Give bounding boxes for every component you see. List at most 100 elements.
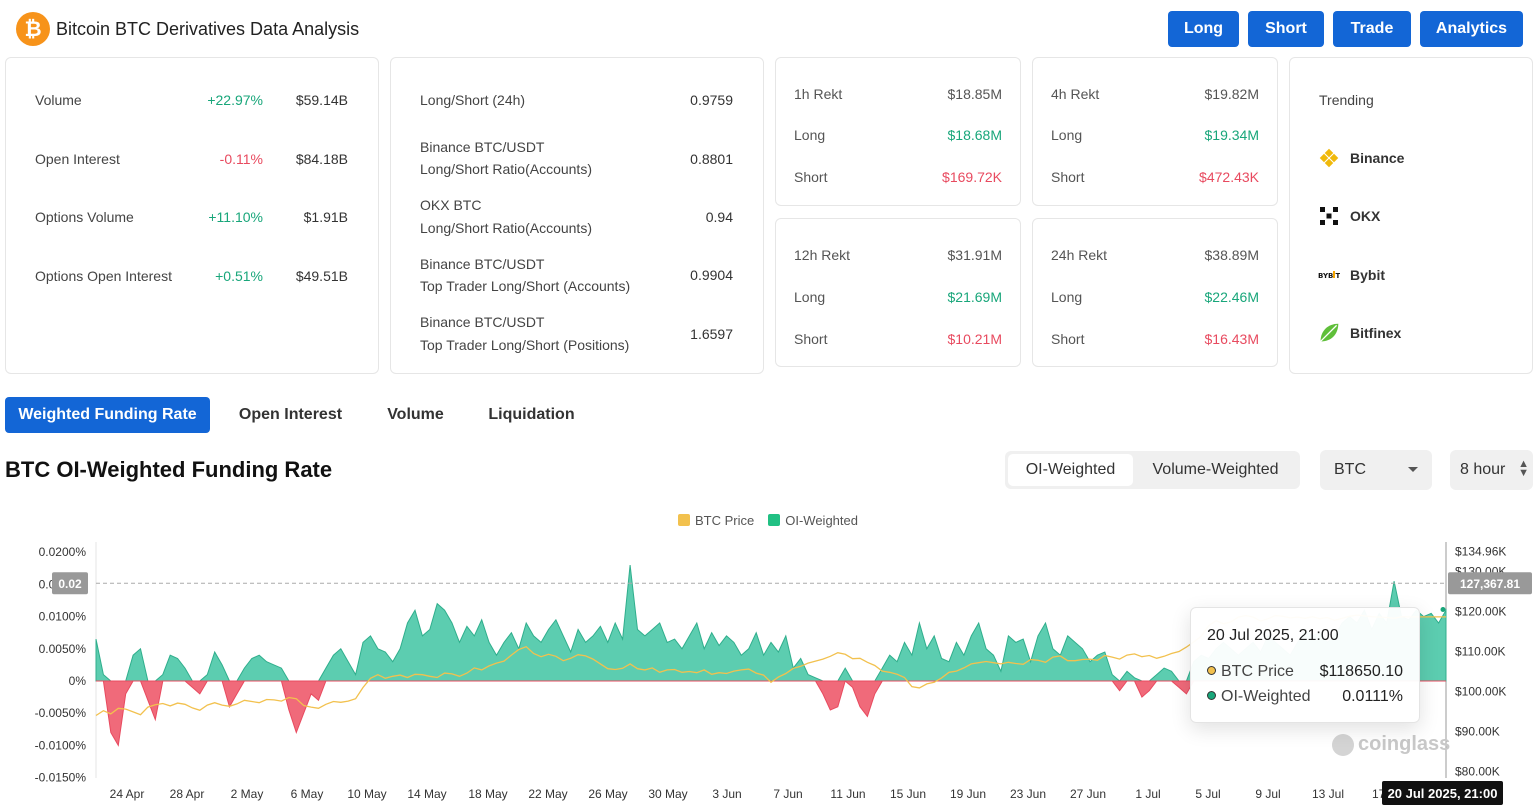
ratio-label: Binance BTC/USDT	[420, 314, 545, 330]
x-tick-label: 1 Jul	[1135, 787, 1160, 801]
rekt-short-label: Short	[1051, 331, 1085, 347]
rekt-short-value: $169.72K	[942, 169, 1002, 185]
trending-item-label: Binance	[1350, 150, 1405, 166]
stat-value: $49.51B	[295, 268, 348, 284]
x-tick-label: 19 Jun	[950, 787, 986, 801]
interval-select-value: 8 hour	[1460, 461, 1506, 478]
market-stats-card: Volume +22.97% $59.14B Open Interest -0.…	[5, 57, 379, 374]
rekt-long-value: $18.68M	[947, 127, 1002, 143]
watermark-text: coinglass	[1358, 733, 1451, 755]
trending-title: Trending	[1319, 92, 1374, 108]
rekt-card-4h: 4h Rekt $19.82M Long $19.34M Short $472.43K	[1032, 57, 1278, 206]
trending-item-bitfinex[interactable]: Bitfinex	[1318, 322, 1401, 344]
rekt-title: 24h Rekt	[1051, 247, 1108, 263]
x-tick-label: 10 May	[347, 787, 386, 801]
ratio-sublabel: Top Trader Long/Short (Positions)	[420, 337, 630, 353]
trade-button[interactable]: Trade	[1333, 11, 1411, 47]
stat-change: +11.10%	[208, 209, 263, 225]
legend-item-oi-weighted[interactable]: OI-Weighted	[768, 513, 858, 528]
coin-select[interactable]: BTC	[1320, 450, 1432, 490]
rekt-short-value: $472.43K	[1199, 169, 1259, 185]
stat-value: $59.14B	[295, 92, 348, 108]
rekt-total-row: 4h Rekt $19.82M	[1051, 86, 1259, 102]
tab-liquidation[interactable]: Liquidation	[488, 406, 575, 423]
rekt-long-value: $21.69M	[947, 289, 1002, 305]
stat-value: $1.91B	[303, 209, 348, 225]
legend-item-btc-price[interactable]: BTC Price	[678, 513, 754, 528]
page-title: Bitcoin BTC Derivatives Data Analysis	[56, 19, 360, 39]
x-tick-label: 7 Jun	[773, 787, 802, 801]
svg-text:T: T	[1336, 272, 1341, 280]
short-button[interactable]: Short	[1248, 11, 1324, 47]
volume-weighted-option[interactable]: Volume-Weighted	[1152, 461, 1279, 478]
y-left-tick-label: 0.0200%	[39, 545, 87, 559]
stat-change: +22.97%	[207, 92, 263, 108]
rekt-total: $38.89M	[1204, 247, 1259, 263]
x-tick-label: 27 Jun	[1070, 787, 1106, 801]
x-tick-label: 14 May	[407, 787, 446, 801]
stat-label: Options Volume	[35, 209, 134, 225]
rekt-total-row: 12h Rekt $31.91M	[794, 247, 1002, 263]
stat-change: +0.51%	[215, 268, 263, 284]
x-tick-label: 5 Jul	[1195, 787, 1220, 801]
stat-change: -0.11%	[219, 151, 263, 167]
ratio-value: 0.9904	[690, 267, 733, 283]
ratio-value: 0.94	[705, 209, 733, 225]
tooltip-value: $118650.10	[1319, 663, 1403, 680]
weighting-toggle: OI-Weighted Volume-Weighted	[1005, 451, 1300, 489]
x-tick-label: 30 May	[648, 787, 687, 801]
analytics-button[interactable]: Analytics	[1420, 11, 1523, 47]
crosshair-right-label: 127,367.81	[1460, 577, 1520, 591]
y-right-tick-label: $120.00K	[1455, 605, 1506, 619]
legend-swatch	[678, 514, 690, 526]
interval-select[interactable]: 8 hour ▲ ▼	[1450, 450, 1533, 490]
chevron-up-down-icon: ▲ ▼	[1518, 458, 1529, 479]
tab-weighted-funding-rate[interactable]: Weighted Funding Rate	[5, 397, 210, 433]
legend-label: OI-Weighted	[785, 513, 858, 528]
oi-weighted-option[interactable]: OI-Weighted	[1008, 454, 1133, 486]
x-tick-label: 9 Jul	[1255, 787, 1280, 801]
rekt-short-label: Short	[1051, 169, 1085, 185]
funding-rate-chart[interactable]: 0.0200%0.0150%0.0100%0.0050%0%-0.0050%-0…	[0, 530, 1533, 810]
x-tick-label: 13 Jul	[1312, 787, 1344, 801]
rekt-short-value: $16.43M	[1204, 331, 1259, 347]
crosshair-left-label-bg	[52, 572, 88, 595]
trending-item-binance[interactable]: Binance	[1318, 147, 1404, 169]
x-tick-label: 3 Jun	[712, 787, 741, 801]
rekt-short-row: Short $472.43K	[1051, 169, 1259, 185]
chevron-down-icon	[1408, 467, 1418, 472]
tooltip-row-oi-weighted: OI-Weighted 0.0111%	[1207, 688, 1403, 706]
coinglass-watermark: coinglass	[1332, 733, 1450, 756]
x-tick-label: 11 Jun	[830, 787, 865, 801]
y-left-tick-label: 0.0100%	[39, 610, 87, 624]
tooltip-value: 0.0111%	[1342, 688, 1403, 705]
tooltip-dot	[1207, 691, 1216, 700]
tooltip-date: 20 Jul 2025, 21:00	[1207, 627, 1339, 644]
chart-section-title: BTC OI-Weighted Funding Rate	[5, 457, 333, 482]
stat-label: Options Open Interest	[35, 268, 172, 284]
rekt-long-value: $22.46M	[1204, 289, 1259, 305]
rekt-long-label: Long	[794, 127, 826, 143]
ratio-sublabel: Top Trader Long/Short (Accounts)	[420, 278, 631, 294]
rekt-total: $31.91M	[947, 247, 1002, 263]
svg-text:BYB: BYB	[1318, 272, 1333, 280]
crosshair-right-label-bg	[1448, 572, 1532, 595]
x-tick-label: 2 May	[231, 787, 264, 801]
ratio-label: Binance BTC/USDT	[420, 256, 545, 272]
y-right-tick-label: $80.00K	[1455, 765, 1500, 779]
tab-volume[interactable]: Volume	[387, 406, 444, 423]
trending-item-bybit[interactable]: BYB T Bybit	[1318, 264, 1385, 286]
long-button[interactable]: Long	[1168, 11, 1239, 47]
rekt-title: 12h Rekt	[794, 247, 851, 263]
tab-open-interest[interactable]: Open Interest	[238, 406, 343, 423]
ratio-sublabel: Long/Short Ratio(Accounts)	[420, 161, 592, 177]
rekt-total: $19.82M	[1204, 86, 1259, 102]
tooltip-row-btc-price: BTC Price $118650.10	[1207, 663, 1403, 681]
legend-swatch	[768, 514, 781, 526]
trending-card: Trending Binance OKX BYB T Bybit Bitfinex	[1289, 57, 1533, 374]
y-right-tick-label: $90.00K	[1455, 725, 1500, 739]
rekt-long-row: Long $22.46M	[1051, 289, 1259, 305]
trending-item-okx[interactable]: OKX	[1318, 205, 1380, 227]
x-tick-label: 26 May	[588, 787, 627, 801]
x-tick-label: 22 May	[528, 787, 567, 801]
